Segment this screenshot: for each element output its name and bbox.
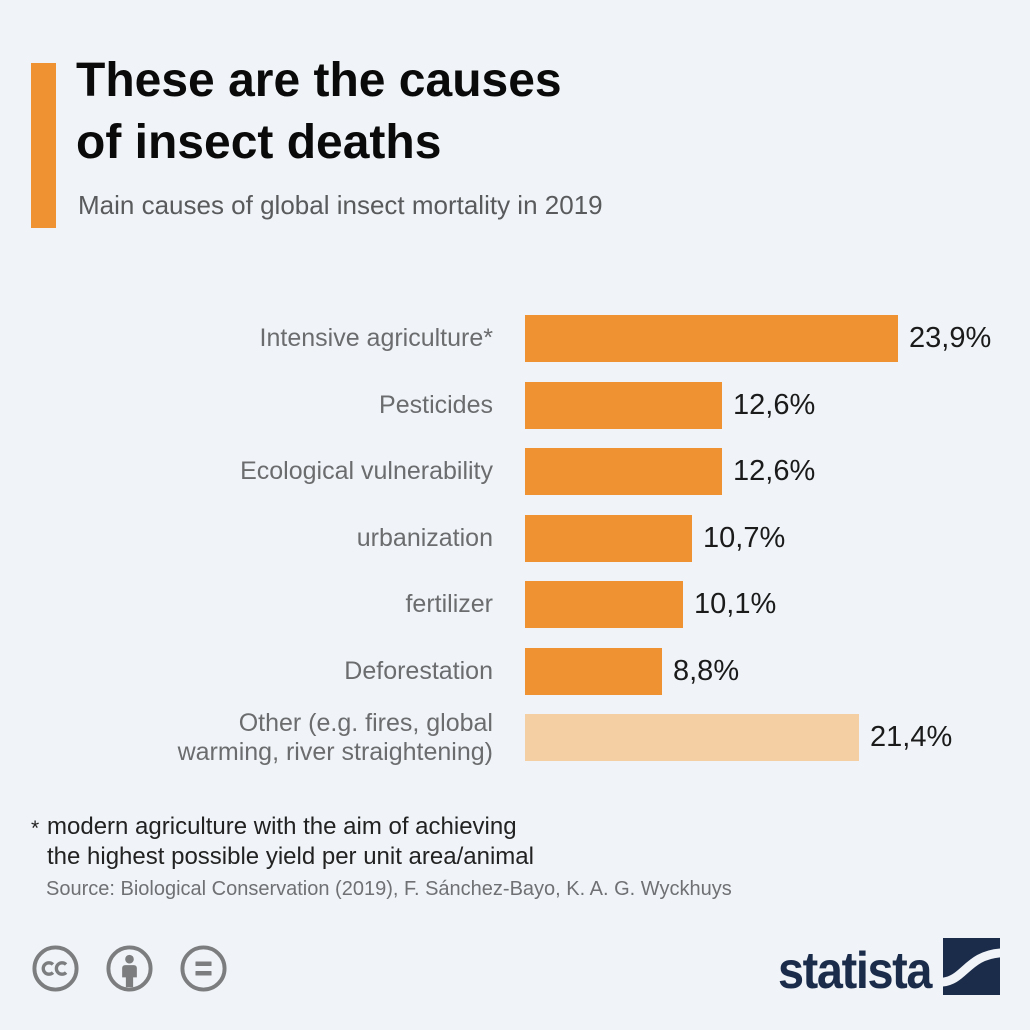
bar xyxy=(525,581,683,628)
footnote: * modern agriculture with the aim of ach… xyxy=(31,812,534,871)
chart-row: Pesticides 12,6% xyxy=(30,381,1010,429)
bar xyxy=(525,714,859,761)
page-title: These are the causes of insect deaths xyxy=(76,54,562,169)
chart-row: urbanization 10,7% xyxy=(30,514,1010,562)
category-label: Other (e.g. fires, global warming, river… xyxy=(177,708,493,766)
bar xyxy=(525,448,722,495)
footnote-marker: * xyxy=(31,817,40,840)
bar-chart: Intensive agriculture* 23,9% Pesticides … xyxy=(30,315,1010,781)
statista-logo-mark xyxy=(943,938,1000,995)
license-icons xyxy=(31,944,228,993)
bar xyxy=(525,315,898,362)
category-label: Deforestation xyxy=(344,656,493,685)
value-label: 12,6% xyxy=(733,455,816,487)
page-subtitle: Main causes of global insect mortality i… xyxy=(78,190,603,220)
value-label: 8,8% xyxy=(673,654,740,687)
chart-row: fertilizer 10,1% xyxy=(30,581,1010,628)
bar xyxy=(525,647,662,695)
chart-row: Deforestation 8,8% xyxy=(30,647,1010,695)
equal-sign-icon xyxy=(180,945,227,992)
title-accent-bar xyxy=(31,63,56,228)
cc-icon xyxy=(32,945,79,992)
category-label: urbanization xyxy=(356,523,493,552)
statista-logo: statista xyxy=(761,938,1000,1000)
value-label: 12,6% xyxy=(733,388,816,421)
category-label: Ecological vulnerability xyxy=(240,457,493,485)
value-label: 10,1% xyxy=(694,588,777,620)
attribution-person-icon xyxy=(106,945,153,992)
bar xyxy=(525,381,722,429)
source-line: Source: Biological Conservation (2019), … xyxy=(46,878,732,900)
category-label: Pesticides xyxy=(379,390,493,419)
chart-row: Other (e.g. fires, global warming, river… xyxy=(30,709,1010,766)
value-label: 10,7% xyxy=(703,521,786,554)
category-label: Intensive agriculture* xyxy=(259,324,493,352)
statista-wordmark: statista xyxy=(777,942,932,1000)
chart-row: Ecological vulnerability 12,6% xyxy=(30,448,1010,495)
value-label: 23,9% xyxy=(909,322,992,354)
footnote-text: modern agriculture with the aim of achie… xyxy=(47,813,534,870)
value-label: 21,4% xyxy=(870,721,953,753)
chart-row: Intensive agriculture* 23,9% xyxy=(30,315,1010,362)
bar xyxy=(525,514,692,562)
category-label: fertilizer xyxy=(405,590,493,618)
